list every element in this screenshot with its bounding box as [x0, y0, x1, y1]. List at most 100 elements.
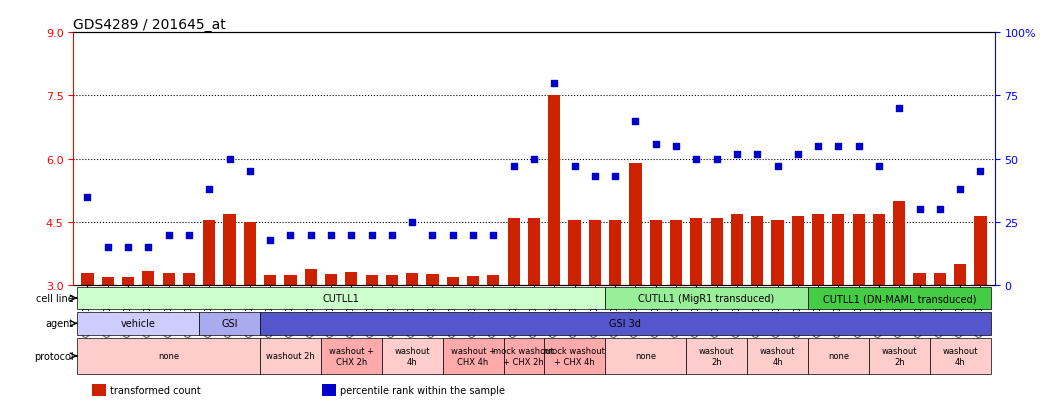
Text: CUTLL1 (DN-MAML transduced): CUTLL1 (DN-MAML transduced) [823, 293, 976, 303]
Bar [913, 273, 926, 286]
Text: CUTLL1 (MigR1 transduced): CUTLL1 (MigR1 transduced) [639, 293, 775, 303]
Point [789, 151, 806, 158]
Point [647, 141, 664, 147]
Bar [122, 277, 134, 286]
FancyBboxPatch shape [748, 338, 808, 374]
FancyBboxPatch shape [808, 287, 990, 310]
FancyBboxPatch shape [260, 312, 990, 335]
Point [809, 143, 826, 150]
Point [485, 232, 502, 238]
Point [627, 118, 644, 125]
Bar [325, 274, 337, 286]
Bar [386, 275, 398, 286]
Point [586, 174, 603, 180]
Bar [223, 214, 236, 286]
Point [404, 219, 421, 226]
Point [749, 151, 765, 158]
Text: agent: agent [45, 318, 73, 328]
Bar [690, 218, 703, 286]
Bar [893, 202, 906, 286]
Text: protocol: protocol [35, 351, 73, 361]
Bar [528, 218, 540, 286]
FancyBboxPatch shape [199, 312, 260, 335]
Point [424, 232, 441, 238]
Point [444, 232, 461, 238]
Bar [852, 214, 865, 286]
Text: none: none [158, 351, 179, 361]
Bar [649, 221, 662, 286]
Point [119, 244, 136, 251]
Point [607, 174, 624, 180]
Bar [346, 272, 357, 286]
FancyBboxPatch shape [869, 338, 930, 374]
Point [891, 105, 908, 112]
Bar [934, 273, 945, 286]
Point [871, 164, 888, 170]
Point [526, 156, 542, 163]
Point [201, 186, 218, 193]
Bar [406, 273, 419, 286]
Bar [92, 385, 106, 396]
Text: percentile rank within the sample: percentile rank within the sample [340, 385, 506, 395]
Point [160, 232, 177, 238]
Point [830, 143, 847, 150]
Bar [285, 275, 296, 286]
Point [932, 206, 949, 213]
Point [303, 232, 319, 238]
Point [566, 164, 583, 170]
FancyBboxPatch shape [443, 338, 504, 374]
Text: GSI: GSI [221, 318, 238, 328]
Bar [162, 273, 175, 286]
Bar [102, 277, 114, 286]
Point [363, 232, 380, 238]
Bar [751, 216, 763, 286]
Bar [772, 221, 783, 286]
Point [262, 237, 279, 244]
Bar [588, 221, 601, 286]
Bar [975, 216, 986, 286]
Bar [812, 214, 824, 286]
Bar [426, 274, 439, 286]
Bar [954, 265, 966, 286]
Point [242, 169, 259, 175]
Bar [569, 221, 581, 286]
FancyBboxPatch shape [260, 338, 320, 374]
FancyBboxPatch shape [382, 338, 443, 374]
Text: washout
4h: washout 4h [942, 347, 978, 366]
Bar [447, 277, 459, 286]
Bar [873, 214, 885, 286]
Point [80, 194, 96, 201]
FancyBboxPatch shape [930, 338, 990, 374]
Point [850, 143, 867, 150]
Bar [487, 275, 499, 286]
Point [99, 244, 116, 251]
Point [465, 232, 482, 238]
Point [729, 151, 745, 158]
Point [545, 80, 562, 87]
Point [383, 232, 400, 238]
Bar [305, 270, 317, 286]
FancyBboxPatch shape [605, 287, 808, 310]
Text: none: none [636, 351, 656, 361]
Bar [365, 275, 378, 286]
FancyBboxPatch shape [320, 338, 382, 374]
FancyBboxPatch shape [686, 338, 748, 374]
Bar [832, 214, 845, 286]
Text: washout
4h: washout 4h [760, 347, 796, 366]
Text: washout 2h: washout 2h [266, 351, 315, 361]
Bar [244, 223, 255, 286]
Text: washout
4h: washout 4h [395, 347, 430, 366]
Text: washout +
CHX 4h: washout + CHX 4h [450, 347, 495, 366]
FancyBboxPatch shape [77, 312, 199, 335]
Point [952, 186, 968, 193]
FancyBboxPatch shape [544, 338, 605, 374]
Bar [731, 214, 743, 286]
Text: cell line: cell line [36, 293, 73, 303]
Point [343, 232, 360, 238]
Bar [467, 276, 480, 286]
FancyBboxPatch shape [77, 338, 260, 374]
Bar [142, 271, 155, 286]
Bar [549, 96, 560, 286]
Bar [82, 273, 93, 286]
Bar [609, 221, 621, 286]
